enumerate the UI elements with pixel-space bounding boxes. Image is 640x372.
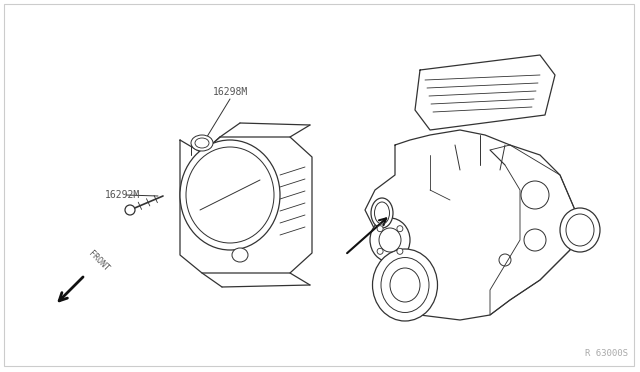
Circle shape bbox=[377, 226, 383, 232]
Ellipse shape bbox=[191, 135, 213, 151]
Circle shape bbox=[397, 226, 403, 232]
Ellipse shape bbox=[232, 248, 248, 262]
Text: 16298M: 16298M bbox=[212, 87, 248, 97]
Ellipse shape bbox=[371, 198, 393, 228]
Circle shape bbox=[521, 181, 549, 209]
Circle shape bbox=[377, 248, 383, 254]
Text: 16292M: 16292M bbox=[105, 190, 140, 200]
Circle shape bbox=[397, 248, 403, 254]
Text: FRONT: FRONT bbox=[87, 249, 111, 273]
Ellipse shape bbox=[379, 228, 401, 252]
Ellipse shape bbox=[180, 140, 280, 250]
Ellipse shape bbox=[560, 208, 600, 252]
Circle shape bbox=[524, 229, 546, 251]
Ellipse shape bbox=[390, 268, 420, 302]
Circle shape bbox=[125, 205, 135, 215]
Ellipse shape bbox=[370, 218, 410, 262]
Text: R 63000S: R 63000S bbox=[585, 349, 628, 358]
Ellipse shape bbox=[372, 249, 438, 321]
